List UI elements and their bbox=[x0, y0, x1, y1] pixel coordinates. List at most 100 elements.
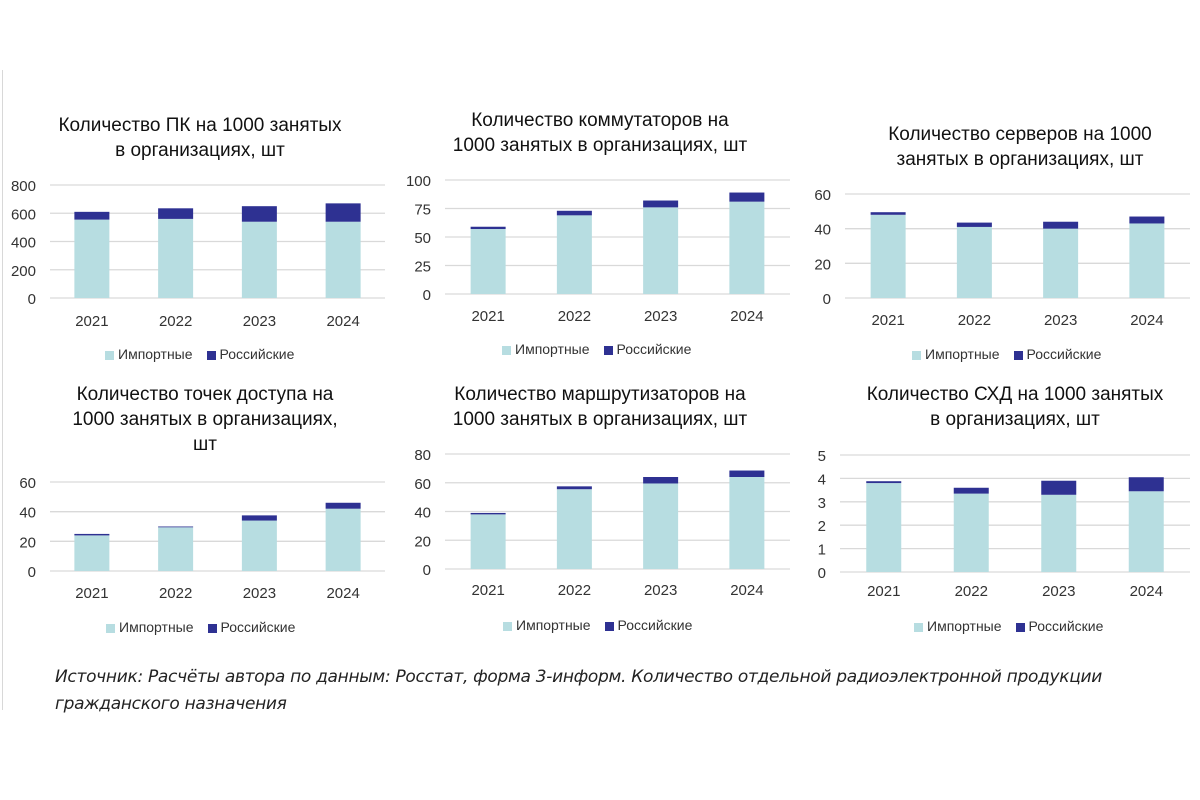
legend-swatch bbox=[1015, 622, 1025, 632]
bar-russian-2022 bbox=[158, 526, 194, 528]
y-tick-label: 50 bbox=[414, 230, 431, 247]
legend-swatch bbox=[105, 350, 114, 360]
legend-label: Российские bbox=[1026, 346, 1102, 362]
y-tick-label: 0 bbox=[823, 291, 831, 308]
legend-label: Российские bbox=[1028, 618, 1104, 634]
y-tick-label: 0 bbox=[423, 287, 431, 304]
bar-imported-2024 bbox=[729, 201, 765, 294]
y-tick-label: 5 bbox=[818, 448, 826, 465]
bar-imported-2023 bbox=[643, 483, 679, 569]
x-tick-label: 2021 bbox=[867, 583, 900, 600]
y-tick-label: 2 bbox=[818, 518, 826, 535]
bar-russian-2024 bbox=[1128, 477, 1164, 492]
y-tick-label: 0 bbox=[423, 562, 431, 579]
x-tick-label: 2024 bbox=[730, 308, 763, 325]
chart-legend: Импортные Российские bbox=[912, 346, 1101, 362]
bar-russian-2023 bbox=[241, 515, 277, 521]
y-tick-label: 0 bbox=[818, 565, 826, 582]
legend-item: Российские bbox=[1015, 618, 1104, 634]
legend-swatch bbox=[207, 623, 217, 633]
x-tick-label: 2021 bbox=[471, 582, 504, 599]
bar-imported-2023 bbox=[1041, 494, 1077, 572]
y-tick-label: 4 bbox=[818, 471, 826, 488]
legend-item: Импортные bbox=[503, 617, 591, 633]
y-tick-label: 60 bbox=[19, 475, 36, 492]
legend-item: Импортные bbox=[914, 618, 1002, 634]
y-tick-label: 0 bbox=[28, 291, 36, 308]
legend-label: Импортные bbox=[927, 618, 1002, 634]
bar-imported-2021 bbox=[74, 219, 110, 298]
legend-label: Импортные bbox=[516, 617, 591, 633]
bar-russian-2023 bbox=[1043, 221, 1079, 229]
x-tick-label: 2022 bbox=[955, 583, 988, 600]
y-tick-label: 100 bbox=[406, 173, 431, 190]
x-tick-label: 2024 bbox=[1130, 583, 1163, 600]
bar-russian-2024 bbox=[1129, 216, 1165, 224]
bar-imported-2022 bbox=[158, 527, 194, 571]
x-tick-label: 2023 bbox=[644, 308, 677, 325]
bar-russian-2021 bbox=[470, 512, 506, 515]
bar-russian-2024 bbox=[729, 470, 765, 477]
legend-swatch bbox=[502, 345, 511, 355]
bar-imported-2022 bbox=[953, 493, 989, 572]
legend-item: Импортные bbox=[106, 619, 194, 635]
chart-legend: Импортные Российские bbox=[502, 341, 691, 357]
legend-label: Импортные bbox=[119, 619, 194, 635]
y-tick-label: 60 bbox=[414, 476, 431, 493]
bar-russian-2021 bbox=[74, 533, 110, 536]
legend-swatch bbox=[503, 621, 512, 631]
bar-russian-2023 bbox=[643, 477, 679, 484]
legend-item: Российские bbox=[206, 346, 295, 362]
chart-title: Количество маршрутизаторов на 1000 занят… bbox=[452, 384, 748, 430]
bar-imported-2021 bbox=[870, 214, 906, 298]
source-note: Источник: Расчёты автора по данным: Росс… bbox=[55, 667, 1102, 714]
bar-imported-2022 bbox=[556, 489, 592, 569]
bar-russian-2021 bbox=[866, 481, 902, 484]
bar-imported-2021 bbox=[470, 229, 506, 294]
y-tick-label: 400 bbox=[11, 235, 36, 252]
x-tick-label: 2023 bbox=[644, 582, 677, 599]
bar-russian-2022 bbox=[956, 222, 992, 227]
legend-swatch bbox=[914, 622, 923, 632]
chart-title: Количество ПК на 1000 занятых в организа… bbox=[58, 115, 342, 161]
bar-imported-2024 bbox=[325, 221, 361, 298]
legend-label: Импортные bbox=[925, 346, 1000, 362]
bar-russian-2023 bbox=[241, 206, 277, 222]
x-tick-label: 2023 bbox=[1042, 583, 1075, 600]
x-tick-label: 2024 bbox=[730, 582, 763, 599]
legend-swatch bbox=[604, 621, 614, 631]
bar-imported-2023 bbox=[241, 520, 277, 571]
legend-item: Российские bbox=[604, 617, 693, 633]
bar-russian-2022 bbox=[953, 487, 989, 494]
legend-item: Импортные bbox=[502, 341, 590, 357]
legend-item: Импортные bbox=[912, 346, 1000, 362]
y-tick-label: 40 bbox=[19, 505, 36, 522]
legend-label: Российские bbox=[617, 617, 693, 633]
bar-imported-2021 bbox=[866, 483, 902, 572]
bar-imported-2022 bbox=[158, 218, 194, 298]
bar-imported-2021 bbox=[74, 535, 110, 571]
legend-label: Российские bbox=[616, 341, 692, 357]
bar-imported-2023 bbox=[643, 207, 679, 294]
legend-item: Импортные bbox=[105, 346, 193, 362]
x-tick-label: 2021 bbox=[471, 308, 504, 325]
chart-title: Количество точек доступа на 1000 занятых… bbox=[72, 384, 338, 455]
x-tick-label: 2023 bbox=[243, 313, 276, 330]
y-tick-label: 25 bbox=[414, 259, 431, 276]
bar-russian-2022 bbox=[556, 210, 592, 216]
legend-swatch bbox=[206, 350, 216, 360]
chart-title: Количество СХД на 1000 занятых в организ… bbox=[866, 384, 1164, 430]
chart-title: Количество коммутаторов на 1000 занятых … bbox=[452, 110, 748, 156]
y-tick-label: 3 bbox=[818, 495, 826, 512]
legend-item: Российские bbox=[207, 619, 295, 635]
bar-imported-2023 bbox=[1043, 228, 1079, 298]
legend-swatch bbox=[912, 350, 921, 360]
x-tick-label: 2024 bbox=[1130, 312, 1163, 329]
bar-imported-2024 bbox=[325, 508, 361, 571]
legend-label: Российские bbox=[219, 346, 295, 362]
y-tick-label: 80 bbox=[414, 447, 431, 464]
page-edge-line bbox=[2, 70, 3, 710]
y-tick-label: 40 bbox=[414, 505, 431, 522]
bar-russian-2021 bbox=[870, 212, 906, 215]
bar-imported-2022 bbox=[556, 215, 592, 294]
